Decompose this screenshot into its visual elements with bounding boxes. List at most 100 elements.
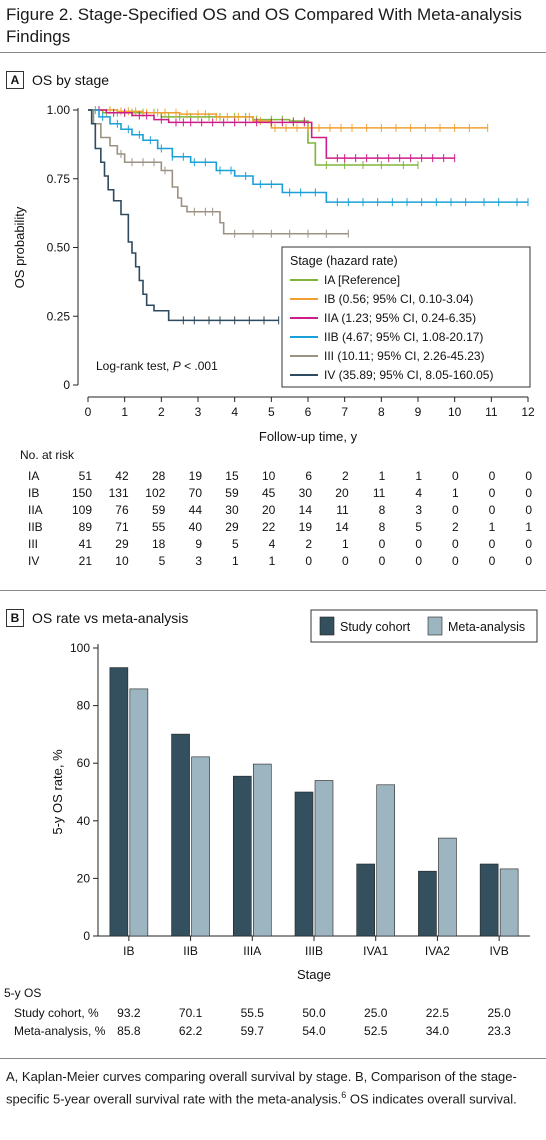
os-table-cell: 55.5 — [241, 1006, 265, 1020]
risk-cell: 30 — [225, 503, 239, 517]
risk-cell: 59 — [152, 503, 166, 517]
risk-cell: 19 — [189, 469, 203, 483]
os-table-cell: 34.0 — [426, 1024, 450, 1038]
risk-cell: 0 — [415, 537, 422, 551]
risk-cell: 9 — [195, 537, 202, 551]
km-curve-iv — [88, 109, 279, 322]
caption-text-1: A, Kaplan-Meier curves comparing overall… — [6, 1069, 517, 1107]
os-table-cell: 54.0 — [302, 1024, 326, 1038]
panel-a-title: OS by stage — [32, 72, 110, 88]
km-y-axis-label: OS probability — [12, 206, 27, 288]
risk-cell: 30 — [299, 486, 313, 500]
risk-cell: 89 — [79, 520, 93, 534]
bar-y-tick-label: 100 — [70, 641, 90, 655]
bar-y-axis-label: 5-y OS rate, % — [50, 749, 65, 835]
km-legend-label-ib: IB (0.56; 95% CI, 0.10-3.04) — [324, 292, 473, 306]
risk-table-title: No. at risk — [20, 448, 75, 462]
km-x-tick-label: 0 — [85, 405, 92, 419]
km-y-tick-label: 0.75 — [47, 172, 71, 186]
bar-legend-swatch-study — [319, 616, 335, 636]
bar-study-iib — [171, 733, 190, 937]
risk-cell: 0 — [489, 469, 496, 483]
km-legend-label-ia: IA [Reference] — [324, 273, 400, 287]
risk-cell: 14 — [335, 520, 349, 534]
bar-y-tick-label: 20 — [77, 871, 91, 885]
bar-chart: 0 20 40 60 80 100 5-y OS rate, % IB IIB IIIA IIIB I… — [4, 609, 538, 1038]
risk-row-label: IIB — [28, 520, 43, 534]
km-x-tick-label: 11 — [485, 405, 498, 419]
bar-study-ib — [109, 667, 129, 937]
risk-row-label: IIA — [28, 503, 43, 517]
risk-cell: 1 — [489, 520, 496, 534]
risk-cell: 0 — [525, 469, 532, 483]
panel-b-letter: B — [6, 609, 24, 627]
risk-cell: 0 — [525, 486, 532, 500]
risk-cell: 10 — [262, 469, 276, 483]
os-table-cell: 70.1 — [179, 1006, 203, 1020]
km-x-axis-label: Follow-up time, y — [259, 429, 358, 444]
bar-legend-label-meta: Meta-analysis — [448, 620, 525, 634]
km-y-tick-label: 0.50 — [47, 241, 71, 255]
risk-cell: 29 — [225, 520, 239, 534]
risk-cell: 10 — [115, 554, 129, 568]
km-y-tick-label: 0.25 — [47, 309, 71, 323]
risk-cell: 0 — [489, 503, 496, 517]
risk-cell: 0 — [489, 537, 496, 551]
km-y-tick-label: 1.00 — [47, 103, 71, 117]
bar-meta-iiia — [252, 763, 272, 937]
risk-cell: 8 — [379, 520, 386, 534]
bar-legend — [310, 609, 538, 643]
km-chart: 00.250.500.751.000 1 2 3 4 5 6 7 8 9 10 11 12Follow-… — [12, 103, 535, 568]
risk-cell: 0 — [525, 554, 532, 568]
risk-cell: 1 — [525, 520, 532, 534]
risk-cell: 1 — [342, 537, 349, 551]
bar-y-tick-label: 80 — [77, 699, 91, 713]
bar-y-tick-label: 0 — [83, 929, 90, 943]
km-legend-label-iib: IIB (4.67; 95% CI, 1.08-20.17) — [324, 330, 483, 344]
km-legend-label-iia: IIA (1.23; 95% CI, 0.24-6.35) — [324, 311, 476, 325]
panel-divider — [0, 590, 546, 591]
caption-reference: 6 — [341, 1090, 347, 1100]
risk-cell: 2 — [342, 469, 349, 483]
figure-caption: A, Kaplan-Meier curves comparing overall… — [6, 1068, 540, 1108]
risk-cell: 45 — [262, 486, 276, 500]
risk-cell: 59 — [225, 486, 239, 500]
km-x-tick-label: 2 — [158, 405, 165, 419]
risk-cell: 102 — [145, 486, 165, 500]
km-x-tick-label: 1 — [121, 405, 128, 419]
km-logrank-note: Log-rank test, P < .001 — [96, 359, 218, 373]
bar-meta-iva2 — [438, 837, 457, 937]
panel-b-title: OS rate vs meta-analysis — [32, 610, 189, 626]
risk-cell: 150 — [72, 486, 92, 500]
panel-b-header: B OS rate vs meta-analysis — [6, 608, 188, 628]
risk-cell: 51 — [79, 469, 93, 483]
risk-cell: 1 — [415, 469, 422, 483]
km-curve-iii — [88, 109, 349, 235]
bar-meta-iiib — [314, 780, 334, 937]
panel-a-letter: A — [6, 71, 24, 89]
risk-cell: 1 — [232, 554, 239, 568]
risk-cell: 0 — [525, 537, 532, 551]
bar-legend-label-study: Study cohort — [340, 620, 411, 634]
bar-x-tick-label: IVA2 — [425, 944, 450, 958]
bar-x-tick-label: IIB — [183, 944, 198, 958]
risk-cell: 55 — [152, 520, 166, 534]
risk-row-label: IB — [28, 486, 39, 500]
caption-text-2: OS indicates overall survival. — [346, 1091, 517, 1107]
risk-cell: 76 — [115, 503, 129, 517]
risk-cell: 15 — [225, 469, 239, 483]
km-legend — [281, 246, 531, 388]
os-table-cell: 93.2 — [117, 1006, 141, 1020]
risk-row-label: III — [28, 537, 38, 551]
risk-cell: 0 — [415, 554, 422, 568]
bar-x-tick-label: IB — [123, 944, 134, 958]
km-x-tick-label: 8 — [378, 405, 385, 419]
risk-cell: 0 — [305, 554, 312, 568]
bar-study-iva1 — [356, 863, 376, 937]
panel-a-header: A OS by stage — [6, 70, 109, 90]
km-x-tick-label: 4 — [231, 405, 238, 419]
risk-cell: 29 — [115, 537, 129, 551]
risk-cell: 6 — [305, 469, 312, 483]
risk-cell: 0 — [452, 554, 459, 568]
bar-legend-swatch-meta — [427, 616, 443, 636]
